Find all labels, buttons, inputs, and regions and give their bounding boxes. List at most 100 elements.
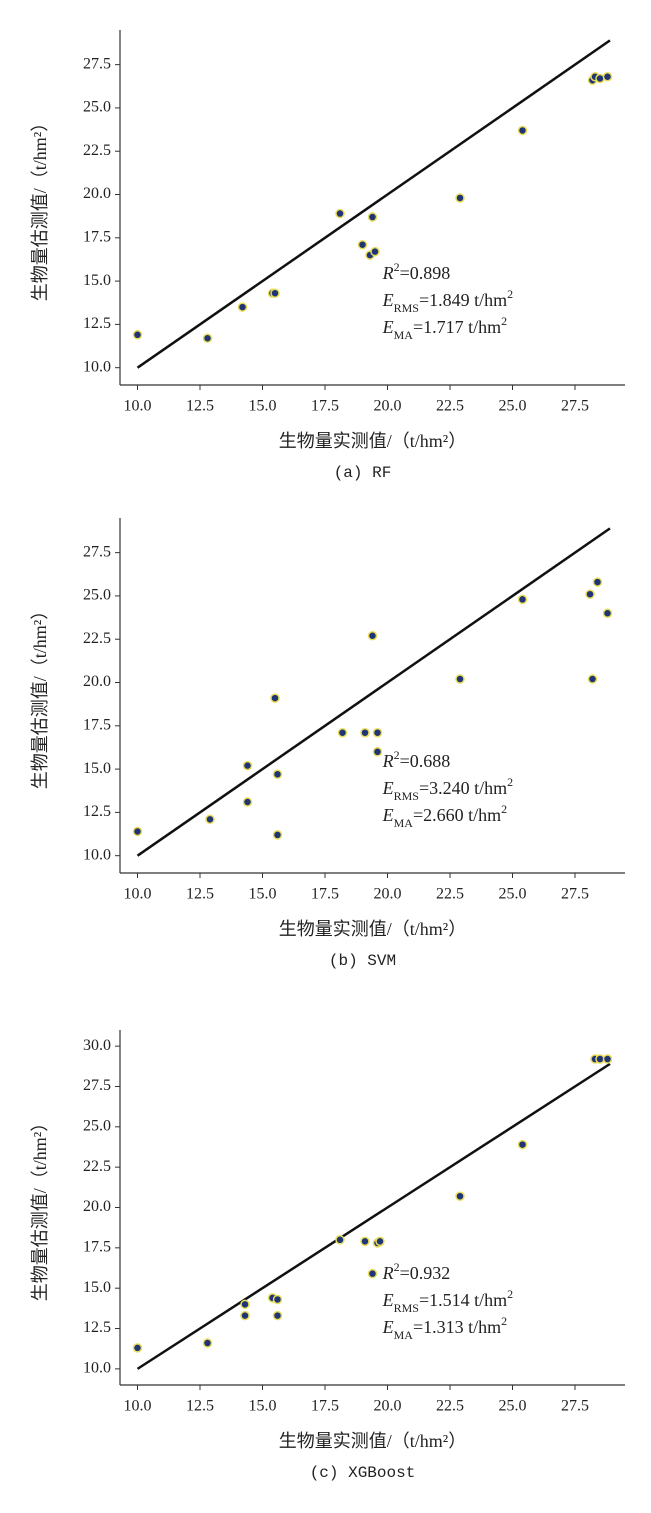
annotation-part: =1.514 t/hm — [419, 1290, 507, 1310]
x-tick-label: 27.5 — [561, 1398, 589, 1415]
annotation: ERMS=1.849 t/hm2 — [382, 287, 514, 315]
point — [272, 830, 283, 840]
y-tick-label: 10.0 — [83, 846, 111, 863]
annotation: R2=0.898 — [382, 260, 451, 283]
point — [242, 760, 253, 771]
x-tick-label: 10.0 — [124, 398, 152, 415]
annotation: R2=0.688 — [382, 748, 451, 771]
point — [132, 826, 143, 837]
y-tick-label: 22.5 — [83, 142, 111, 159]
point — [602, 1054, 613, 1064]
point — [370, 246, 380, 257]
x-tick-label: 25.0 — [499, 1398, 527, 1415]
annotation-part: =3.240 t/hm — [419, 778, 507, 798]
annotation: R2=0.932 — [382, 1260, 451, 1283]
x-tick-label: 25.0 — [499, 886, 527, 903]
point — [270, 288, 280, 298]
annotation-part: MA — [394, 328, 414, 342]
point — [517, 125, 528, 136]
point — [595, 73, 605, 84]
x-tick-label: 20.0 — [374, 1398, 402, 1415]
point — [367, 631, 378, 641]
x-tick-label: 12.5 — [186, 886, 214, 903]
x-tick-label: 15.0 — [249, 886, 277, 903]
annotation: EMA=1.313 t/hm2 — [382, 1314, 508, 1342]
x-tick-label: 10.0 — [124, 886, 152, 903]
annotation-part: 2 — [507, 287, 513, 301]
point — [587, 674, 598, 684]
point — [367, 212, 378, 222]
annotation-part: RMS — [394, 301, 419, 315]
point — [240, 1299, 250, 1310]
annotation-part: 2 — [507, 775, 513, 789]
caption: (a) RF — [334, 464, 392, 482]
point — [602, 608, 613, 618]
annotation-part: R — [382, 751, 394, 771]
y-tick-label: 10.0 — [83, 1360, 111, 1377]
point — [602, 72, 613, 82]
y-tick-label: 25.0 — [83, 1117, 111, 1134]
annotation-part: E — [382, 317, 394, 337]
reference-line — [136, 527, 611, 857]
x-tick-label: 12.5 — [186, 1398, 214, 1415]
annotation-part: E — [382, 1290, 394, 1310]
annotation-part: R — [382, 263, 394, 283]
x-tick-label: 12.5 — [186, 398, 214, 415]
y-tick-label: 12.5 — [83, 803, 111, 820]
y-tick-label: 15.0 — [83, 1279, 111, 1296]
annotation: EMA=1.717 t/hm2 — [382, 314, 508, 342]
x-tick-label: 17.5 — [311, 398, 339, 415]
annotation-part: RMS — [394, 789, 419, 803]
x-axis-label: 生物量实测值/（t/hm²） — [279, 431, 466, 451]
y-tick-label: 20.0 — [83, 673, 111, 690]
point — [517, 1139, 528, 1150]
x-tick-label: 10.0 — [124, 1398, 152, 1415]
point — [367, 1268, 378, 1279]
point — [360, 1236, 370, 1247]
point — [335, 208, 345, 219]
y-tick-label: 27.5 — [83, 543, 111, 560]
point — [585, 589, 595, 599]
annotation-part: =0.898 — [400, 263, 451, 283]
annotation-part: MA — [394, 1328, 414, 1342]
y-tick-label: 15.0 — [83, 760, 111, 777]
annotation-part: 2 — [507, 1287, 513, 1301]
point — [240, 1310, 250, 1321]
annotation-part: E — [382, 290, 394, 310]
point — [272, 769, 283, 780]
subplot: 10.0 12.5 15.0 17.5 20.0 22.5 25.0 27.5 10.0 12.5… — [30, 30, 625, 482]
y-tick-label: 27.5 — [83, 1077, 111, 1094]
subplot: 10.0 12.5 15.0 17.5 20.0 22.5 25.0 27.5 10.0 12.5… — [30, 1030, 625, 1482]
point — [272, 1294, 283, 1305]
point — [372, 747, 383, 757]
annotation-part: =2.660 t/hm — [413, 805, 501, 825]
x-tick-label: 25.0 — [499, 398, 527, 415]
point — [357, 239, 368, 250]
point — [242, 797, 253, 807]
annotation-part: =1.717 t/hm — [413, 317, 501, 337]
point — [372, 727, 383, 738]
annotation-part: RMS — [394, 1301, 419, 1315]
point — [455, 193, 465, 203]
y-tick-label: 12.5 — [83, 1319, 111, 1336]
point — [517, 594, 528, 605]
y-tick-label: 12.5 — [83, 315, 111, 332]
x-tick-label: 17.5 — [311, 1398, 339, 1415]
annotation-part: 2 — [501, 314, 507, 328]
x-axis-label: 生物量实测值/（t/hm²） — [279, 1431, 466, 1451]
point — [455, 674, 465, 684]
y-tick-label: 17.5 — [83, 716, 111, 733]
subplot: 10.0 12.5 15.0 17.5 20.0 22.5 25.0 27.5 10.0 12.5… — [30, 518, 625, 970]
x-tick-label: 20.0 — [374, 398, 402, 415]
annotation-part: E — [382, 1317, 394, 1337]
y-tick-label: 10.0 — [83, 358, 111, 375]
annotation-part: =0.688 — [400, 751, 451, 771]
reference-line — [136, 39, 611, 369]
point — [335, 1235, 345, 1245]
y-tick-label: 20.0 — [83, 185, 111, 202]
x-tick-label: 27.5 — [561, 886, 589, 903]
x-tick-label: 27.5 — [561, 398, 589, 415]
y-tick-label: 22.5 — [83, 1158, 111, 1175]
